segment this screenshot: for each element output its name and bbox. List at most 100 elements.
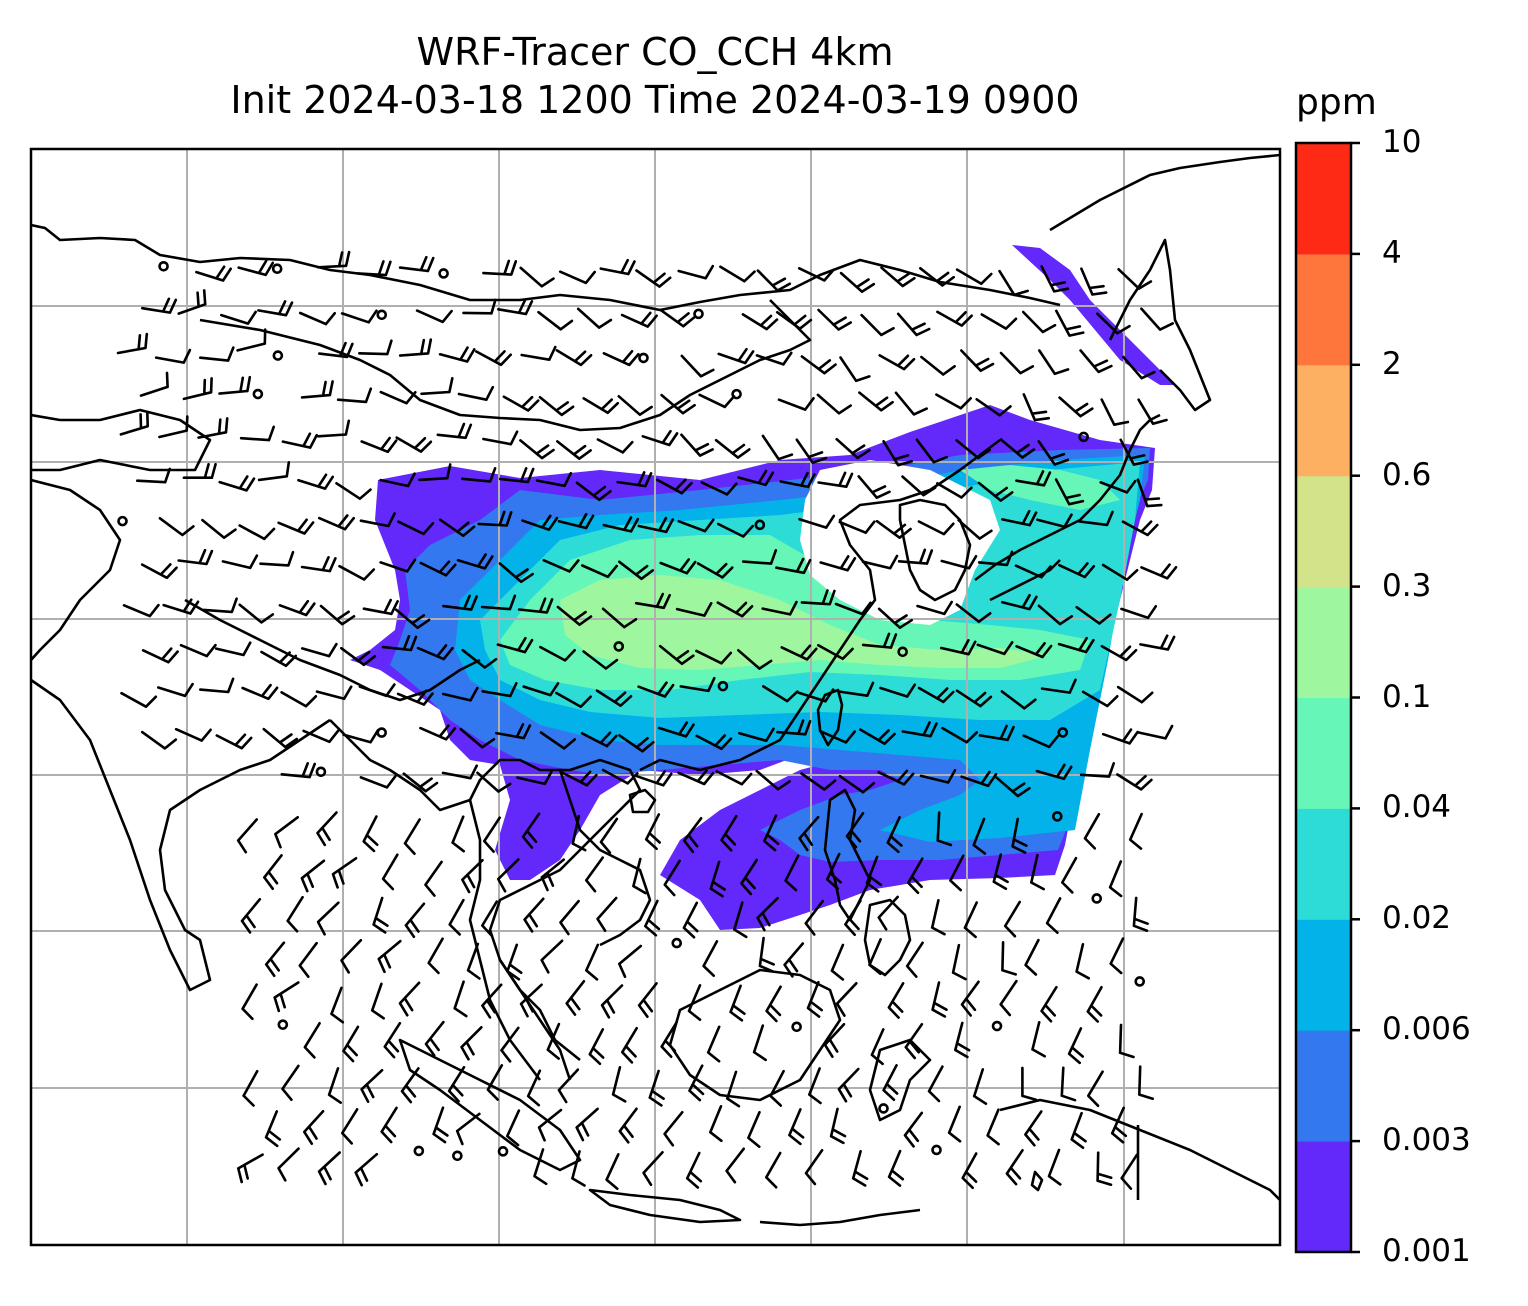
wind-barb — [500, 1026, 520, 1063]
wind-barb — [1055, 309, 1085, 337]
wind-barb — [300, 642, 338, 658]
wind-barb — [919, 267, 955, 287]
wind-barb — [1118, 1023, 1135, 1059]
wind-barb — [941, 726, 979, 744]
wind-barb — [302, 729, 340, 744]
wind-barb — [1140, 563, 1178, 580]
calm-wind-marker — [277, 1019, 289, 1030]
colorbar-segment — [1296, 253, 1351, 366]
wind-barb — [523, 897, 545, 933]
wind-barb — [1136, 478, 1163, 508]
wind-barb — [660, 1021, 678, 1059]
wind-barb — [715, 770, 753, 786]
wind-barb — [1045, 897, 1062, 934]
wind-barb — [498, 562, 534, 584]
calm-wind-marker — [991, 1020, 1003, 1032]
wind-barb — [1122, 355, 1156, 380]
wind-barb — [372, 896, 389, 934]
wind-barb — [756, 269, 792, 292]
wind-barb — [839, 271, 876, 293]
wind-barb — [1031, 1021, 1046, 1058]
wind-barb — [182, 377, 213, 401]
calm-wind-marker — [693, 308, 704, 320]
wind-barb — [174, 727, 212, 742]
wind-barb — [526, 1069, 542, 1107]
wind-barb — [879, 683, 917, 698]
wind-barb — [519, 983, 543, 1018]
wind-barb — [420, 377, 454, 396]
wind-barb — [462, 298, 497, 315]
wind-barb — [931, 981, 948, 1018]
wind-barb — [977, 481, 1014, 502]
wind-barb — [477, 510, 513, 527]
wind-barb — [539, 731, 577, 750]
calm-wind-marker — [117, 515, 128, 527]
wind-barb — [901, 475, 937, 497]
wind-barb — [658, 644, 695, 666]
calm-wind-marker — [438, 268, 449, 279]
wind-barb — [537, 1108, 563, 1142]
wind-barb — [585, 856, 604, 893]
wind-barb — [1116, 685, 1154, 704]
wind-barb — [483, 816, 501, 853]
wind-barb — [823, 1022, 846, 1058]
wind-barb — [418, 463, 452, 482]
wind-barb — [1005, 1149, 1024, 1186]
wind-barb — [1121, 520, 1159, 537]
wind-barb — [520, 345, 557, 361]
wind-barb — [239, 425, 275, 442]
calm-wind-marker — [1078, 431, 1089, 443]
wind-barb — [677, 264, 715, 280]
wind-barb — [679, 676, 716, 693]
wind-barb — [834, 601, 872, 616]
colorbar-tick-label: 4 — [1382, 234, 1402, 271]
wind-barb — [819, 555, 857, 572]
wind-barb — [716, 601, 754, 618]
wind-barb — [278, 599, 316, 617]
wind-barb — [1140, 307, 1174, 331]
wind-barb — [396, 689, 434, 706]
wind-barb — [1075, 605, 1112, 625]
wind-barb — [1021, 1066, 1038, 1101]
wind-barb — [238, 603, 275, 624]
colorbar-segment — [1296, 586, 1351, 698]
wind-barb — [877, 607, 913, 629]
wind-barb — [560, 770, 598, 787]
wind-barb — [605, 1153, 620, 1190]
wind-barb — [521, 514, 559, 531]
wind-barb — [403, 818, 421, 855]
colorbar-tick-label: 0.003 — [1382, 1122, 1471, 1159]
wind-barb — [481, 983, 503, 1019]
wind-barb — [439, 518, 476, 538]
wind-barb — [319, 604, 356, 626]
wind-barb — [783, 942, 805, 978]
wind-barb — [195, 265, 232, 282]
wind-barb — [963, 901, 978, 939]
wind-barb — [379, 558, 417, 573]
wind-barb — [621, 1026, 638, 1064]
wind-barb — [381, 634, 418, 652]
wind-barb — [466, 942, 481, 980]
wind-barb — [975, 398, 1012, 417]
wind-barb — [634, 592, 671, 610]
wind-barb — [214, 641, 252, 657]
wind-barb — [618, 1107, 638, 1144]
wind-barb — [315, 685, 353, 701]
wind-barb — [264, 941, 286, 978]
wind-barb — [259, 550, 295, 567]
wind-barb — [340, 938, 363, 974]
wind-barb — [300, 556, 337, 573]
wind-barb — [1024, 938, 1040, 976]
wind-barb — [999, 438, 1036, 459]
wind-barb — [582, 397, 620, 415]
wind-barb — [341, 1108, 359, 1145]
wind-barb — [706, 1025, 721, 1063]
wind-barb — [675, 602, 713, 617]
wind-barb — [1040, 265, 1070, 293]
colorbar-segment — [1296, 143, 1351, 255]
wind-barb — [286, 895, 304, 933]
wind-barb — [741, 313, 779, 331]
wind-barb — [838, 681, 875, 697]
wind-barb — [535, 471, 573, 488]
